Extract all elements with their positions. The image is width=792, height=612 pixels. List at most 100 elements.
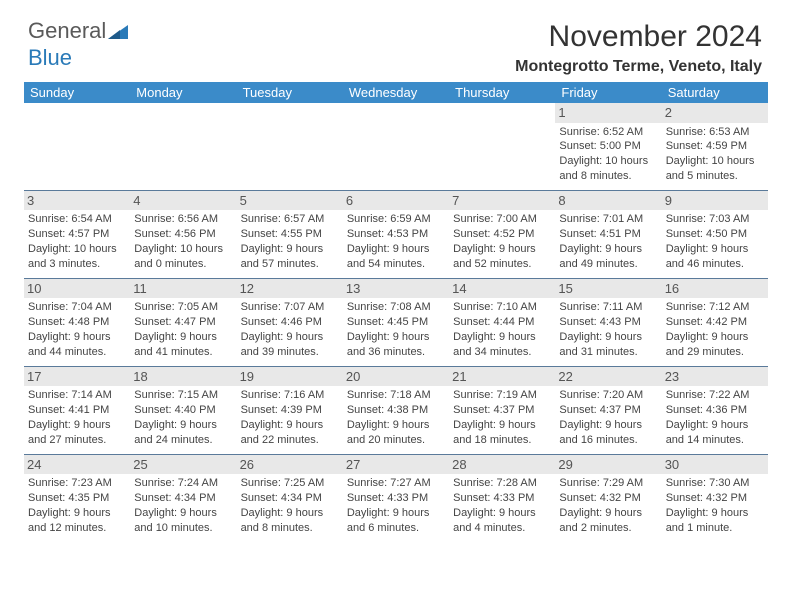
day-details: Sunrise: 7:29 AMSunset: 4:32 PMDaylight:… bbox=[559, 476, 657, 535]
day-details: Sunrise: 6:53 AMSunset: 4:59 PMDaylight:… bbox=[666, 125, 764, 184]
day-details: Sunrise: 7:12 AMSunset: 4:42 PMDaylight:… bbox=[666, 300, 764, 359]
sunset-text: Sunset: 4:34 PM bbox=[241, 491, 339, 506]
sunrise-text: Sunrise: 7:27 AM bbox=[347, 476, 445, 491]
sunrise-text: Sunrise: 7:28 AM bbox=[453, 476, 551, 491]
day-details: Sunrise: 7:16 AMSunset: 4:39 PMDaylight:… bbox=[241, 388, 339, 447]
day-cell: 9Sunrise: 7:03 AMSunset: 4:50 PMDaylight… bbox=[662, 191, 768, 278]
sunset-text: Sunset: 4:37 PM bbox=[453, 403, 551, 418]
sunrise-text: Sunrise: 7:07 AM bbox=[241, 300, 339, 315]
daylight-text: Daylight: 9 hours and 6 minutes. bbox=[347, 506, 445, 536]
col-monday: Monday bbox=[130, 82, 236, 103]
sunrise-text: Sunrise: 7:11 AM bbox=[559, 300, 657, 315]
sunrise-text: Sunrise: 7:08 AM bbox=[347, 300, 445, 315]
daylight-text: Daylight: 9 hours and 4 minutes. bbox=[453, 506, 551, 536]
day-number: 29 bbox=[555, 455, 661, 475]
day-number: 21 bbox=[449, 367, 555, 387]
col-sunday: Sunday bbox=[24, 82, 130, 103]
day-details: Sunrise: 7:22 AMSunset: 4:36 PMDaylight:… bbox=[666, 388, 764, 447]
day-cell: 21Sunrise: 7:19 AMSunset: 4:37 PMDayligh… bbox=[449, 367, 555, 454]
daylight-text: Daylight: 9 hours and 41 minutes. bbox=[134, 330, 232, 360]
col-thursday: Thursday bbox=[449, 82, 555, 103]
daylight-text: Daylight: 9 hours and 49 minutes. bbox=[559, 242, 657, 272]
day-number: 14 bbox=[449, 279, 555, 299]
daylight-text: Daylight: 9 hours and 16 minutes. bbox=[559, 418, 657, 448]
sunrise-text: Sunrise: 7:20 AM bbox=[559, 388, 657, 403]
day-cell: 10Sunrise: 7:04 AMSunset: 4:48 PMDayligh… bbox=[24, 279, 130, 366]
sunrise-text: Sunrise: 7:18 AM bbox=[347, 388, 445, 403]
sunset-text: Sunset: 4:37 PM bbox=[559, 403, 657, 418]
sunset-text: Sunset: 4:40 PM bbox=[134, 403, 232, 418]
day-number: 9 bbox=[662, 191, 768, 211]
sunset-text: Sunset: 4:51 PM bbox=[559, 227, 657, 242]
day-cell: 5Sunrise: 6:57 AMSunset: 4:55 PMDaylight… bbox=[237, 191, 343, 278]
day-details: Sunrise: 7:24 AMSunset: 4:34 PMDaylight:… bbox=[134, 476, 232, 535]
daylight-text: Daylight: 9 hours and 14 minutes. bbox=[666, 418, 764, 448]
day-number: 23 bbox=[662, 367, 768, 387]
day-number: 16 bbox=[662, 279, 768, 299]
sunset-text: Sunset: 4:48 PM bbox=[28, 315, 126, 330]
day-cell bbox=[449, 103, 555, 190]
day-number: 26 bbox=[237, 455, 343, 475]
sunset-text: Sunset: 4:52 PM bbox=[453, 227, 551, 242]
day-number: 27 bbox=[343, 455, 449, 475]
col-saturday: Saturday bbox=[662, 82, 768, 103]
sunset-text: Sunset: 4:38 PM bbox=[347, 403, 445, 418]
daylight-text: Daylight: 9 hours and 34 minutes. bbox=[453, 330, 551, 360]
daylight-text: Daylight: 9 hours and 57 minutes. bbox=[241, 242, 339, 272]
calendar-table: Sunday Monday Tuesday Wednesday Thursday… bbox=[24, 82, 768, 542]
daylight-text: Daylight: 10 hours and 8 minutes. bbox=[559, 154, 657, 184]
sunset-text: Sunset: 4:41 PM bbox=[28, 403, 126, 418]
day-cell: 23Sunrise: 7:22 AMSunset: 4:36 PMDayligh… bbox=[662, 367, 768, 454]
daylight-text: Daylight: 9 hours and 44 minutes. bbox=[28, 330, 126, 360]
day-details: Sunrise: 6:54 AMSunset: 4:57 PMDaylight:… bbox=[28, 212, 126, 271]
day-cell: 7Sunrise: 7:00 AMSunset: 4:52 PMDaylight… bbox=[449, 191, 555, 278]
sunrise-text: Sunrise: 6:57 AM bbox=[241, 212, 339, 227]
day-cell: 13Sunrise: 7:08 AMSunset: 4:45 PMDayligh… bbox=[343, 279, 449, 366]
day-cell: 25Sunrise: 7:24 AMSunset: 4:34 PMDayligh… bbox=[130, 455, 236, 542]
day-cell: 2Sunrise: 6:53 AMSunset: 4:59 PMDaylight… bbox=[662, 103, 768, 190]
day-details: Sunrise: 7:15 AMSunset: 4:40 PMDaylight:… bbox=[134, 388, 232, 447]
day-details: Sunrise: 7:25 AMSunset: 4:34 PMDaylight:… bbox=[241, 476, 339, 535]
sunrise-text: Sunrise: 6:59 AM bbox=[347, 212, 445, 227]
day-cell bbox=[237, 103, 343, 190]
day-cell: 28Sunrise: 7:28 AMSunset: 4:33 PMDayligh… bbox=[449, 455, 555, 542]
day-details: Sunrise: 7:30 AMSunset: 4:32 PMDaylight:… bbox=[666, 476, 764, 535]
day-details: Sunrise: 7:11 AMSunset: 4:43 PMDaylight:… bbox=[559, 300, 657, 359]
sunset-text: Sunset: 4:53 PM bbox=[347, 227, 445, 242]
day-cell: 4Sunrise: 6:56 AMSunset: 4:56 PMDaylight… bbox=[130, 191, 236, 278]
day-number: 30 bbox=[662, 455, 768, 475]
day-number: 13 bbox=[343, 279, 449, 299]
daylight-text: Daylight: 10 hours and 0 minutes. bbox=[134, 242, 232, 272]
daylight-text: Daylight: 9 hours and 20 minutes. bbox=[347, 418, 445, 448]
daylight-text: Daylight: 9 hours and 1 minute. bbox=[666, 506, 764, 536]
daylight-text: Daylight: 9 hours and 29 minutes. bbox=[666, 330, 764, 360]
day-cell: 1Sunrise: 6:52 AMSunset: 5:00 PMDaylight… bbox=[555, 103, 661, 190]
sunset-text: Sunset: 4:47 PM bbox=[134, 315, 232, 330]
day-cell: 8Sunrise: 7:01 AMSunset: 4:51 PMDaylight… bbox=[555, 191, 661, 278]
sunrise-text: Sunrise: 7:00 AM bbox=[453, 212, 551, 227]
daylight-text: Daylight: 9 hours and 8 minutes. bbox=[241, 506, 339, 536]
daylight-text: Daylight: 9 hours and 52 minutes. bbox=[453, 242, 551, 272]
logo-text-2: Blue bbox=[28, 45, 72, 70]
sunset-text: Sunset: 4:44 PM bbox=[453, 315, 551, 330]
day-cell: 30Sunrise: 7:30 AMSunset: 4:32 PMDayligh… bbox=[662, 455, 768, 542]
sunset-text: Sunset: 4:36 PM bbox=[666, 403, 764, 418]
daylight-text: Daylight: 9 hours and 36 minutes. bbox=[347, 330, 445, 360]
logo-triangle-icon bbox=[108, 19, 128, 45]
daylight-text: Daylight: 9 hours and 22 minutes. bbox=[241, 418, 339, 448]
sunset-text: Sunset: 4:33 PM bbox=[453, 491, 551, 506]
day-number: 11 bbox=[130, 279, 236, 299]
daylight-text: Daylight: 9 hours and 46 minutes. bbox=[666, 242, 764, 272]
day-number: 5 bbox=[237, 191, 343, 211]
day-details: Sunrise: 7:08 AMSunset: 4:45 PMDaylight:… bbox=[347, 300, 445, 359]
col-friday: Friday bbox=[555, 82, 661, 103]
daylight-text: Daylight: 9 hours and 39 minutes. bbox=[241, 330, 339, 360]
logo: General Blue bbox=[28, 18, 128, 71]
sunrise-text: Sunrise: 7:01 AM bbox=[559, 212, 657, 227]
sunrise-text: Sunrise: 7:03 AM bbox=[666, 212, 764, 227]
sunset-text: Sunset: 4:45 PM bbox=[347, 315, 445, 330]
day-cell: 12Sunrise: 7:07 AMSunset: 4:46 PMDayligh… bbox=[237, 279, 343, 366]
week-row: 24Sunrise: 7:23 AMSunset: 4:35 PMDayligh… bbox=[24, 455, 768, 542]
sunrise-text: Sunrise: 6:52 AM bbox=[559, 125, 657, 140]
day-cell: 6Sunrise: 6:59 AMSunset: 4:53 PMDaylight… bbox=[343, 191, 449, 278]
